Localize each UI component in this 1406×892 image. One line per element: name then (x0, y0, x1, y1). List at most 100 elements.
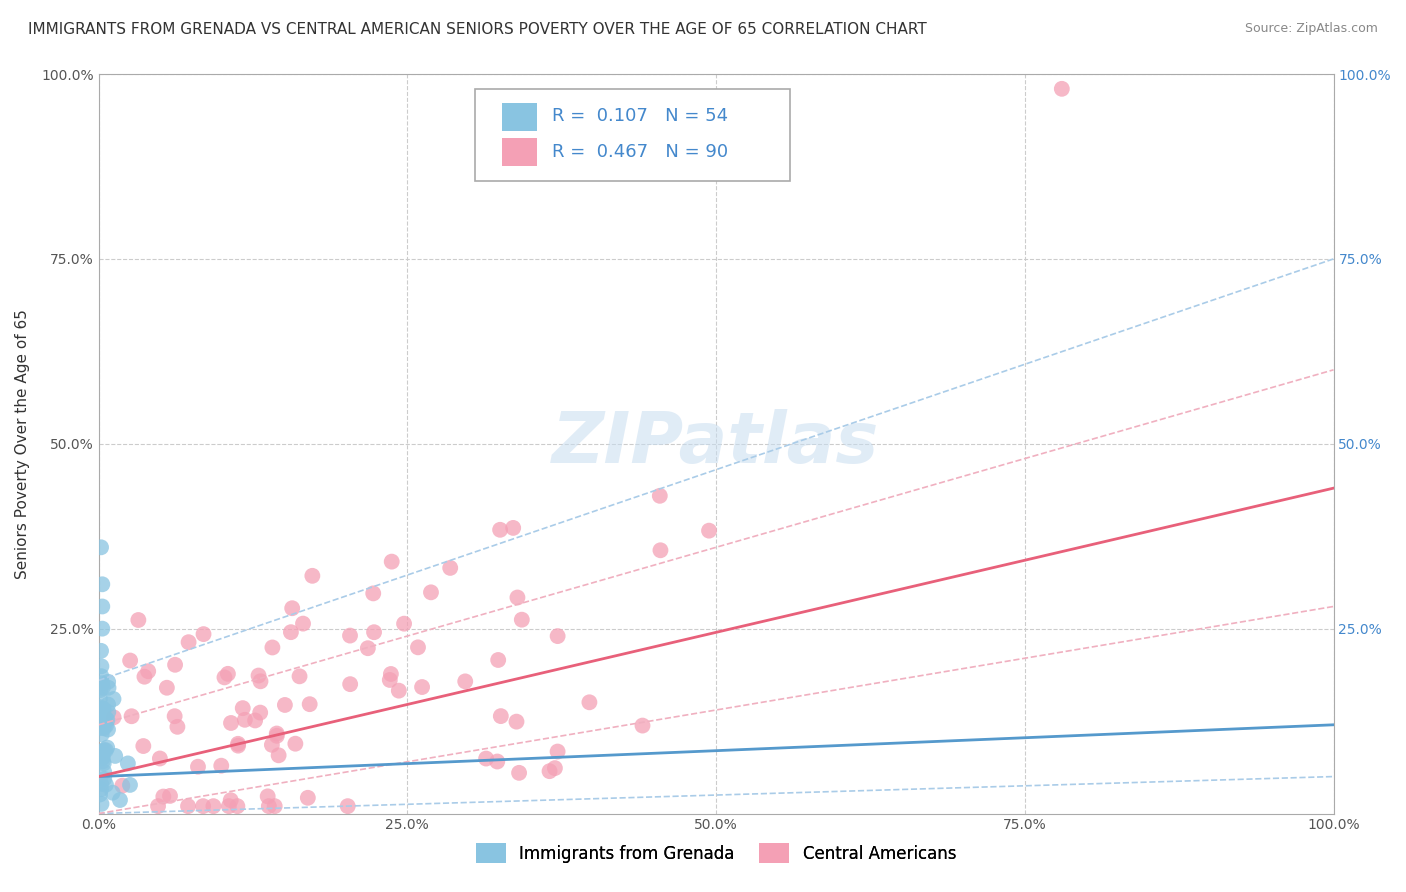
Central Americans (489, 523, 512, 537)
FancyBboxPatch shape (502, 103, 537, 131)
Central Americans (159, 789, 181, 803)
Immigrants from Grenada (93, 703, 115, 717)
Immigrants from Grenada (90, 669, 112, 683)
Central Americans (120, 654, 142, 668)
Central Americans (202, 799, 225, 814)
Central Americans (191, 799, 214, 814)
Immigrants from Grenada (97, 723, 120, 737)
Central Americans (381, 555, 404, 569)
Central Americans (631, 718, 654, 732)
Immigrants from Grenada (89, 701, 111, 715)
Central Americans (475, 751, 498, 765)
Central Americans (260, 738, 283, 752)
Immigrants from Grenada (90, 644, 112, 658)
Immigrants from Grenada (118, 778, 141, 792)
Immigrants from Grenada (91, 676, 114, 690)
Central Americans (538, 764, 561, 779)
Central Americans (411, 680, 433, 694)
Central Americans (187, 760, 209, 774)
Central Americans (339, 629, 361, 643)
Central Americans (149, 751, 172, 765)
Immigrants from Grenada (97, 698, 120, 712)
Immigrants from Grenada (93, 772, 115, 786)
Immigrants from Grenada (89, 721, 111, 735)
Central Americans (266, 726, 288, 740)
Central Americans (193, 627, 215, 641)
Central Americans (127, 613, 149, 627)
Central Americans (134, 670, 156, 684)
Central Americans (378, 673, 401, 687)
Central Americans (578, 695, 600, 709)
Immigrants from Grenada (97, 705, 120, 719)
Immigrants from Grenada (91, 704, 114, 718)
Central Americans (280, 625, 302, 640)
Central Americans (292, 616, 315, 631)
Central Americans (209, 758, 232, 772)
Central Americans (420, 585, 443, 599)
Central Americans (486, 755, 509, 769)
Immigrants from Grenada (93, 756, 115, 771)
Central Americans (219, 793, 242, 807)
Central Americans (505, 714, 527, 729)
Immigrants from Grenada (96, 740, 118, 755)
Central Americans (506, 591, 529, 605)
Central Americans (266, 729, 288, 743)
Central Americans (233, 713, 256, 727)
Immigrants from Grenada (97, 681, 120, 695)
Central Americans (165, 657, 187, 672)
FancyBboxPatch shape (475, 89, 790, 181)
Immigrants from Grenada (89, 683, 111, 698)
Central Americans (156, 681, 179, 695)
Central Americans (357, 641, 380, 656)
Central Americans (361, 586, 384, 600)
Immigrants from Grenada (97, 674, 120, 689)
Central Americans (111, 779, 134, 793)
Immigrants from Grenada (90, 797, 112, 811)
Immigrants from Grenada (93, 702, 115, 716)
Central Americans (547, 629, 569, 643)
Central Americans (650, 543, 672, 558)
Immigrants from Grenada (91, 749, 114, 764)
Central Americans (256, 789, 278, 804)
Central Americans (486, 653, 509, 667)
Central Americans (489, 709, 512, 723)
Central Americans (301, 569, 323, 583)
Central Americans (232, 701, 254, 715)
Central Americans (166, 720, 188, 734)
Central Americans (163, 709, 186, 723)
Immigrants from Grenada (89, 700, 111, 714)
Immigrants from Grenada (89, 711, 111, 725)
Central Americans (380, 667, 402, 681)
Immigrants from Grenada (91, 577, 114, 591)
Immigrants from Grenada (94, 743, 117, 757)
Immigrants from Grenada (103, 692, 125, 706)
Central Americans (152, 789, 174, 804)
Text: R =  0.107   N = 54: R = 0.107 N = 54 (551, 107, 728, 126)
Immigrants from Grenada (90, 715, 112, 730)
Central Americans (262, 640, 284, 655)
Central Americans (226, 739, 249, 753)
Immigrants from Grenada (91, 681, 114, 695)
Immigrants from Grenada (94, 711, 117, 725)
Y-axis label: Seniors Poverty Over the Age of 65: Seniors Poverty Over the Age of 65 (15, 309, 30, 579)
Immigrants from Grenada (90, 782, 112, 797)
Central Americans (177, 799, 200, 814)
Central Americans (257, 799, 280, 814)
Central Americans (392, 616, 415, 631)
Immigrants from Grenada (89, 788, 111, 802)
Legend: Immigrants from Grenada, Central Americans: Immigrants from Grenada, Central America… (467, 835, 965, 871)
FancyBboxPatch shape (502, 138, 537, 166)
Central Americans (547, 745, 569, 759)
Immigrants from Grenada (101, 786, 124, 800)
Central Americans (510, 613, 533, 627)
Central Americans (388, 683, 411, 698)
Central Americans (132, 739, 155, 753)
Central Americans (249, 706, 271, 720)
Central Americans (406, 640, 429, 655)
Immigrants from Grenada (90, 727, 112, 741)
Central Americans (249, 674, 271, 689)
Central Americans (697, 524, 720, 538)
Central Americans (177, 635, 200, 649)
Central Americans (274, 698, 297, 712)
Central Americans (502, 521, 524, 535)
